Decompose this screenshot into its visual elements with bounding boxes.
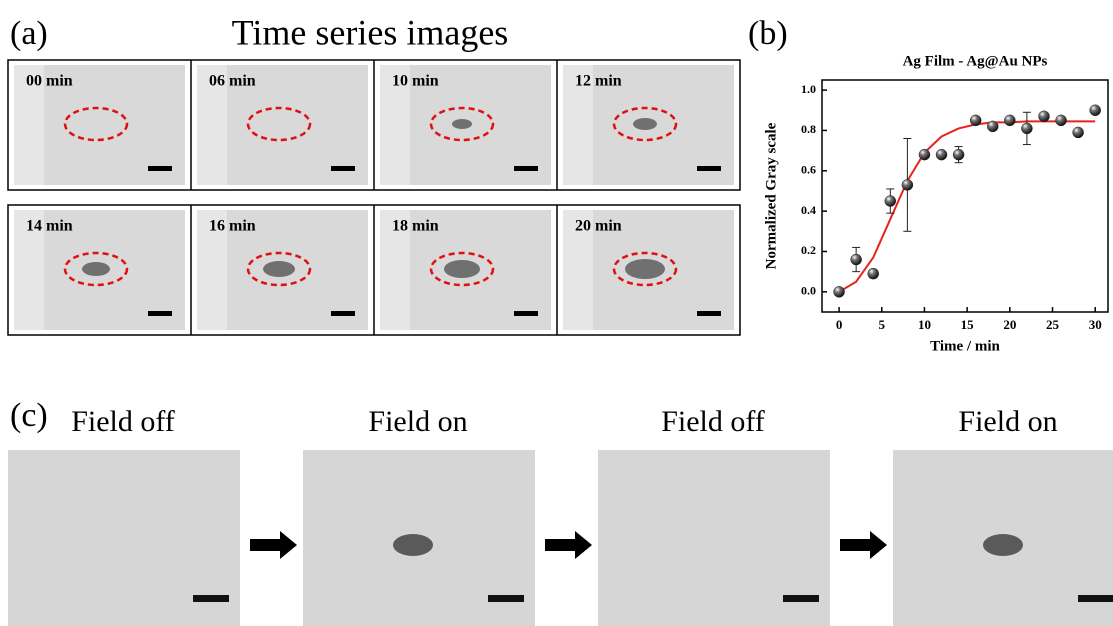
panel-label: (c) <box>10 397 48 434</box>
scale-bar <box>193 595 229 602</box>
frame-label: 10 min <box>392 73 439 90</box>
micrograph-shade <box>380 65 410 185</box>
data-point <box>1055 114 1067 127</box>
highlight-ellipse <box>429 251 495 287</box>
data-point <box>1038 110 1050 123</box>
x-tick-label: 15 <box>961 317 975 332</box>
y-axis-label: Normalized Gray scale <box>763 122 779 269</box>
panel-label: (a) <box>10 15 48 52</box>
data-point <box>952 148 965 161</box>
highlight-ellipse <box>63 251 129 287</box>
highlight-ellipse <box>612 106 678 142</box>
frame-label: 18 min <box>392 218 439 235</box>
fit-line <box>838 120 1096 293</box>
x-tick-label: 30 <box>1089 317 1102 332</box>
y-tick-label: 0.4 <box>801 203 816 217</box>
scale-bar <box>1078 595 1113 602</box>
highlight-ellipse <box>429 106 495 142</box>
particle-cluster <box>625 259 665 279</box>
micrograph-shade <box>197 210 227 330</box>
x-tick-label: 20 <box>1003 317 1016 332</box>
frame-label: Field off <box>71 405 175 438</box>
y-tick-label: 0.0 <box>801 284 816 298</box>
micrograph-shade <box>563 210 593 330</box>
chart-title: Ag Film - Ag@Au NPs <box>903 53 1048 69</box>
micrograph-shade <box>380 210 410 330</box>
y-tick-label: 1.0 <box>801 82 816 96</box>
data-point <box>1072 126 1084 139</box>
data-point <box>884 195 897 207</box>
data-point <box>833 286 845 298</box>
scale-bar <box>331 311 355 316</box>
micrograph-shade <box>563 65 593 185</box>
data-point <box>867 267 879 280</box>
frame-label: 06 min <box>209 73 256 90</box>
particle-cluster <box>452 119 472 129</box>
particle-cluster <box>983 534 1023 556</box>
y-tick-label: 0.8 <box>801 122 816 136</box>
y-tick-label: 0.6 <box>801 163 816 177</box>
particle-cluster <box>393 534 433 556</box>
scale-bar <box>514 311 538 316</box>
frame-label: Field off <box>661 405 765 438</box>
scale-bar <box>697 311 721 316</box>
highlight-ellipse <box>246 251 312 287</box>
data-point <box>935 148 948 161</box>
plot-frame <box>821 79 1109 313</box>
data-point <box>1089 104 1101 117</box>
particle-cluster <box>633 118 657 130</box>
scale-bar <box>697 166 721 171</box>
highlight-ellipse <box>246 106 312 142</box>
panel-title: Time series images <box>232 12 509 52</box>
data-point <box>986 120 999 133</box>
frame-label: Field on <box>368 405 467 438</box>
data-point <box>901 179 914 191</box>
frame-label: 12 min <box>575 73 622 90</box>
x-tick-label: 0 <box>836 317 843 332</box>
data-point <box>1021 122 1033 135</box>
frame-label: 00 min <box>26 73 73 90</box>
frame-label: 14 min <box>26 218 73 235</box>
data-point <box>1004 114 1016 127</box>
frame-label: 16 min <box>209 218 256 235</box>
highlight-ellipse <box>612 251 678 287</box>
scale-bar <box>514 166 538 171</box>
frame-label: 20 min <box>575 218 622 235</box>
data-point <box>918 148 931 161</box>
particle-cluster <box>263 261 295 277</box>
data-point <box>850 253 862 266</box>
scale-bar <box>148 166 172 171</box>
micrograph-shade <box>197 65 227 185</box>
scale-bar <box>331 166 355 171</box>
x-tick-label: 10 <box>918 317 931 332</box>
scale-bar <box>783 595 819 602</box>
arrows <box>250 531 887 559</box>
scale-bar <box>488 595 524 602</box>
x-axis-label: Time / min <box>930 338 1000 354</box>
particle-cluster <box>444 260 480 278</box>
frame-label: Field on <box>958 405 1057 438</box>
highlight-ellipse <box>63 106 129 142</box>
micrograph-shade <box>14 65 44 185</box>
x-tick-label: 5 <box>879 317 886 332</box>
particle-cluster <box>82 262 110 276</box>
data-point <box>969 114 982 127</box>
scale-bar <box>148 311 172 316</box>
panel-label: (b) <box>748 15 788 52</box>
x-tick-label: 25 <box>1046 317 1060 332</box>
y-tick-label: 0.2 <box>801 243 816 257</box>
micrograph-shade <box>14 210 44 330</box>
